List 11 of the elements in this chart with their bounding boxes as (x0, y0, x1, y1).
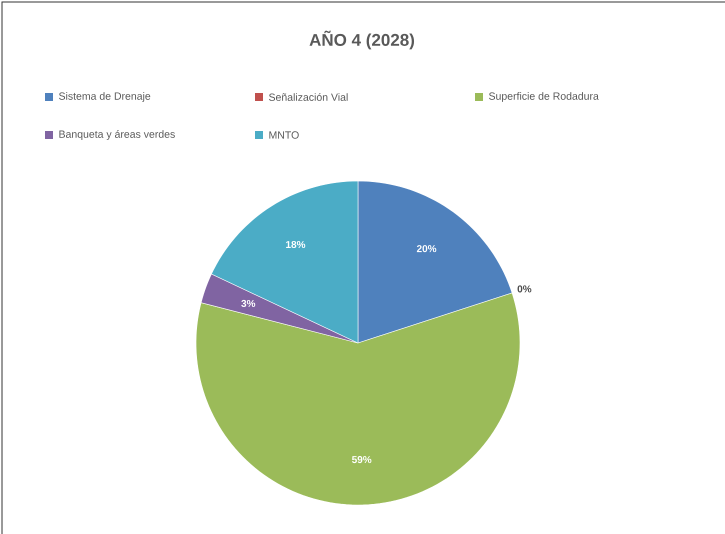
legend-label: MNTO (269, 131, 299, 139)
data-label: 59% (352, 456, 372, 464)
legend-label: Superficie de Rodadura (489, 92, 599, 102)
data-label: 20% (416, 245, 436, 252)
legend-label: Señalización Vial (269, 93, 348, 101)
legend-label: Banqueta y áreas verdes (59, 130, 175, 140)
legend-label: Sistema de Drenaje (59, 92, 150, 102)
chart-title: AÑO 4 (2028) (310, 30, 414, 50)
data-label: 18% (286, 240, 306, 248)
text: 0% (518, 285, 532, 292)
data-label: 3% (241, 300, 256, 308)
